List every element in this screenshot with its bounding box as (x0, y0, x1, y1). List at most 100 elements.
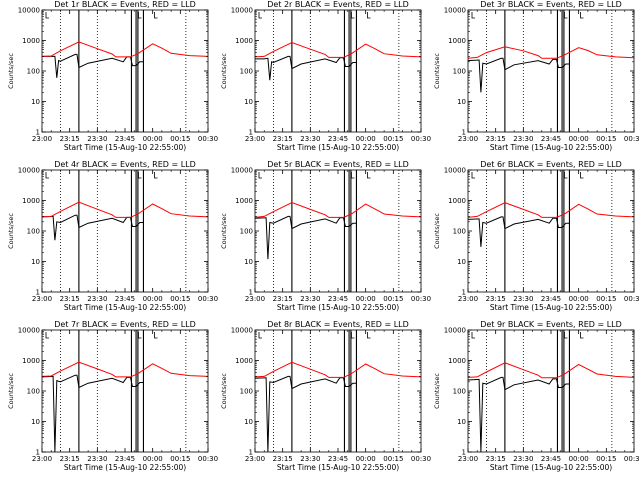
x-tick-label: 23:15 (486, 455, 506, 463)
y-tick-label: 1 (249, 129, 253, 137)
x-tick-label: 00:00 (143, 295, 163, 303)
marker-bracket (45, 12, 49, 19)
marker-bracket (471, 172, 475, 179)
x-tick-label: 00:00 (356, 455, 376, 463)
x-tick-label: 00:00 (356, 135, 376, 143)
y-tick-label: 1 (36, 289, 40, 297)
x-axis-label: Start Time (15-Aug-10 22:55:00) (277, 463, 399, 472)
events-series-line (467, 57, 570, 93)
x-tick-label: 23:30 (300, 295, 320, 303)
x-tick-label: 23:30 (513, 455, 533, 463)
y-tick-label: 10 (31, 418, 40, 426)
panel-title: Det 3r BLACK = Events, RED = LLD (480, 0, 622, 9)
lld-series-line (467, 202, 635, 218)
marker-bracket (564, 332, 568, 339)
x-tick-label: 23:00 (245, 455, 265, 463)
lld-series-line (467, 46, 635, 59)
marker-bracket (258, 12, 262, 19)
x-tick-label: 23:30 (87, 135, 107, 143)
marker-bracket (258, 332, 262, 339)
x-axis-label: Start Time (15-Aug-10 22:55:00) (490, 463, 612, 472)
y-axis-label: Counts/sec (433, 53, 441, 89)
x-tick-label: 23:00 (458, 295, 478, 303)
marker-bracket (154, 12, 158, 19)
y-tick-label: 1000 (448, 197, 466, 205)
y-tick-label: 100 (27, 228, 40, 236)
x-tick-label: 23:45 (115, 295, 135, 303)
chart-panel-det-5: Det 5r BLACK = Events, RED = LLD 1 10 100 10… (220, 160, 431, 312)
lld-series-line (254, 201, 422, 218)
x-axis-label: Start Time (15-Aug-10 22:55:00) (64, 463, 186, 472)
x-tick-label: 00:30 (198, 455, 218, 463)
x-tick-label: 23:00 (32, 135, 52, 143)
y-axis-label: Counts/sec (220, 213, 228, 249)
events-series-line (467, 376, 570, 453)
y-tick-label: 10 (31, 258, 40, 266)
marker-bracket (45, 172, 49, 179)
y-tick-label: 10 (31, 98, 40, 106)
marker-bracket (471, 332, 475, 339)
y-tick-label: 10000 (18, 327, 40, 335)
x-tick-label: 00:00 (569, 295, 589, 303)
events-series-line (467, 216, 570, 247)
x-axis-label: Start Time (15-Aug-10 22:55:00) (490, 303, 612, 312)
lld-series-line (41, 361, 209, 378)
x-tick-label: 00:30 (411, 455, 431, 463)
y-tick-label: 10000 (231, 7, 253, 15)
events-series-line (41, 214, 144, 241)
y-tick-label: 10 (457, 98, 466, 106)
x-tick-label: 00:15 (170, 135, 190, 143)
x-tick-label: 23:30 (87, 455, 107, 463)
y-axis-label: Counts/sec (433, 213, 441, 249)
y-tick-label: 1 (462, 129, 466, 137)
x-tick-label: 00:15 (170, 455, 190, 463)
y-tick-label: 100 (453, 68, 466, 76)
y-tick-label: 100 (27, 388, 40, 396)
x-tick-label: 23:45 (541, 295, 561, 303)
x-tick-label: 23:45 (328, 135, 348, 143)
x-tick-label: 23:45 (541, 455, 561, 463)
panel-title: Det 9r BLACK = Events, RED = LLD (480, 320, 622, 329)
y-tick-label: 1 (249, 289, 253, 297)
y-tick-label: 100 (240, 228, 253, 236)
x-tick-label: 23:00 (245, 135, 265, 143)
y-tick-label: 1 (462, 289, 466, 297)
x-tick-label: 23:15 (60, 295, 80, 303)
plot-frame (467, 169, 635, 293)
x-tick-label: 23:00 (458, 455, 478, 463)
x-tick-label: 00:30 (624, 135, 640, 143)
marker-bracket (351, 12, 355, 19)
y-tick-label: 1000 (22, 357, 40, 365)
y-tick-label: 100 (453, 228, 466, 236)
lld-series-line (41, 41, 209, 58)
y-tick-label: 1000 (235, 357, 253, 365)
chart-panel-det-3: Det 3r BLACK = Events, RED = LLD 1 10 100 10… (433, 0, 640, 152)
y-tick-label: 10000 (18, 167, 40, 175)
y-axis-label: Counts/sec (220, 373, 228, 409)
lld-series-line (254, 41, 422, 58)
plot-frame (254, 169, 422, 293)
x-tick-label: 23:45 (328, 295, 348, 303)
x-tick-label: 00:15 (596, 455, 616, 463)
marker-bracket (564, 12, 568, 19)
x-tick-label: 00:15 (596, 295, 616, 303)
x-tick-label: 23:45 (541, 135, 561, 143)
x-tick-label: 23:45 (115, 455, 135, 463)
y-tick-label: 10000 (444, 327, 466, 335)
y-axis-label: Counts/sec (220, 53, 228, 89)
x-tick-label: 23:30 (513, 135, 533, 143)
y-axis-label: Counts/sec (7, 53, 15, 89)
events-series-line (42, 53, 144, 78)
chart-panel-det-7: Det 7r BLACK = Events, RED = LLD 1 10 100 10… (7, 320, 218, 472)
y-tick-label: 1 (249, 449, 253, 457)
events-series-line (41, 374, 144, 453)
x-tick-label: 23:15 (273, 295, 293, 303)
marker-bracket (45, 332, 49, 339)
chart-panel-det-2: Det 2r BLACK = Events, RED = LLD 1 10 100 10… (220, 0, 431, 152)
y-tick-label: 1 (462, 449, 466, 457)
y-tick-label: 10 (244, 418, 253, 426)
marker-bracket (564, 172, 568, 179)
x-tick-label: 23:30 (300, 455, 320, 463)
x-tick-label: 23:15 (273, 135, 293, 143)
y-axis-label: Counts/sec (7, 213, 15, 249)
